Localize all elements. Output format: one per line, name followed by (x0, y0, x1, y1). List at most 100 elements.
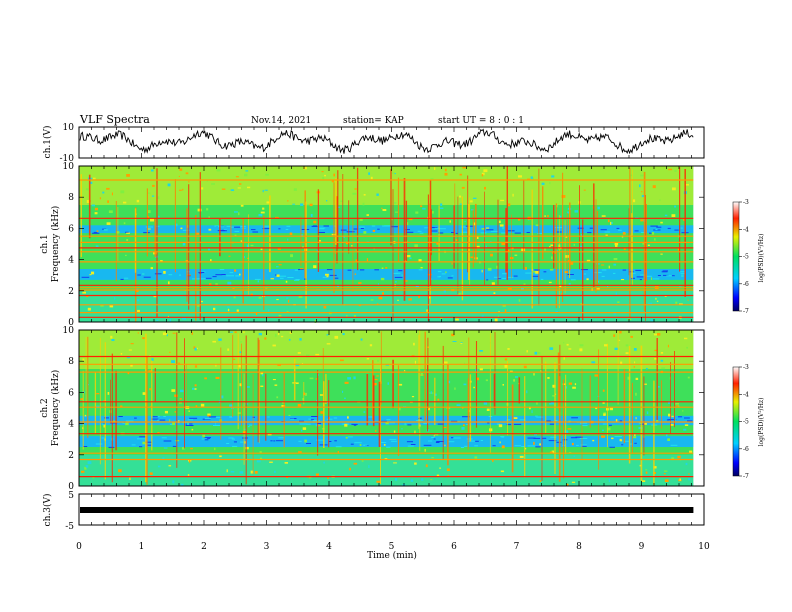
spectrogram-texture (346, 231, 355, 233)
spectrogram-texture (239, 351, 242, 354)
spectrogram-texture (671, 457, 675, 461)
spectrogram-texture (521, 248, 526, 252)
spectrogram-texture (279, 277, 284, 279)
spectrogram-texture (157, 465, 161, 468)
spectrogram-texture (195, 405, 198, 408)
spectrogram-texture (360, 228, 364, 229)
spectrogram-texture (130, 364, 133, 367)
spectrogram-texture (670, 423, 674, 426)
spectrogram-texture (369, 344, 373, 347)
spectrogram-texture (654, 349, 658, 352)
spectrogram-texture (226, 469, 228, 473)
spectrogram-texture (676, 405, 679, 407)
spectrogram-texture (679, 303, 683, 305)
spectrogram-texture (610, 221, 612, 225)
spectrogram-texture (221, 395, 224, 399)
spectrogram-texture (621, 279, 625, 281)
spectrogram-texture (315, 473, 319, 476)
spectrogram-texture (347, 416, 349, 419)
spectrogram-texture (501, 242, 506, 246)
spectrogram-texture (391, 226, 399, 228)
spectrogram-texture (182, 447, 185, 450)
spectrogram-texture (526, 232, 530, 233)
spectrogram-texture (229, 404, 233, 408)
spectrogram-texture (215, 274, 223, 276)
spectrogram-texture (337, 451, 339, 454)
spectrogram-texture (527, 178, 531, 180)
y-tick-label: 6 (68, 388, 74, 398)
spectrogram-texture (91, 204, 95, 207)
spectrogram-texture (683, 219, 686, 221)
spectrogram-texture (451, 420, 458, 422)
spectrogram-texture (326, 269, 333, 271)
spectrogram-texture (358, 305, 361, 307)
spectrogram-texture (406, 231, 414, 233)
spectrogram-texture (182, 242, 186, 246)
spectrogram-texture (212, 276, 217, 278)
spectrogram-texture (500, 470, 504, 473)
spectrogram-texture (671, 275, 675, 277)
spectrogram-texture (640, 423, 645, 425)
spectrogram-texture (524, 266, 527, 270)
spectrogram-texture (382, 225, 390, 227)
spectrogram-texture (479, 350, 483, 352)
spectrogram-texture (395, 211, 399, 213)
spectrogram-texture (662, 270, 668, 272)
spectrogram-texture (674, 418, 676, 421)
spectrogram-texture (633, 348, 637, 351)
spectrogram-texture (353, 462, 358, 465)
spectrogram-texture (208, 216, 210, 218)
spectrogram-texture (294, 279, 300, 281)
spectrogram-texture (126, 232, 130, 234)
spectrogram-texture (157, 196, 160, 199)
spectrogram-texture (308, 418, 311, 420)
spectrogram-texture (476, 236, 479, 239)
spectrogram-texture (619, 331, 622, 334)
spectrogram-texture (386, 446, 391, 448)
spectrogram-texture (368, 465, 370, 468)
spectrogram-texture (519, 419, 526, 421)
spectrogram-texture (162, 457, 165, 460)
spectrogram-texture (423, 422, 429, 424)
spectrogram-texture (363, 194, 366, 196)
spectrogram-texture (601, 435, 605, 438)
spectrogram-texture (319, 394, 324, 396)
ch2-spectrogram-image (79, 330, 704, 487)
spectrogram-texture (577, 227, 584, 229)
spectrogram-texture (231, 438, 235, 440)
spectrogram-texture (554, 420, 558, 421)
spectrogram-texture (668, 401, 671, 404)
spectrogram-texture (596, 287, 600, 290)
spectrogram-texture (407, 445, 414, 447)
spectrogram-texture (120, 405, 123, 408)
spectrogram-texture (239, 383, 242, 387)
spectrogram-texture (233, 296, 236, 299)
spectrogram-texture (497, 315, 500, 317)
ch2-ylabel-frequency: Frequency (kHz) (50, 370, 61, 447)
spectrogram-texture (667, 227, 671, 229)
spectrogram-texture (420, 267, 423, 269)
spectrogram-texture (334, 277, 339, 279)
spectrogram-texture (312, 419, 317, 421)
spectrogram-texture (443, 289, 446, 293)
spectrogram-texture (301, 363, 304, 365)
figure-title: VLF Spectra (79, 113, 150, 126)
spectrogram-texture (304, 439, 307, 443)
spectrogram-texture (108, 210, 113, 213)
spectrogram-texture (650, 277, 653, 280)
spectrogram-texture (96, 230, 99, 232)
spectrogram-texture (129, 477, 131, 480)
spectrogram-texture (299, 338, 302, 341)
spectrogram-texture (426, 309, 428, 313)
spectrogram-texture (80, 398, 83, 401)
spectrogram-texture (123, 201, 127, 204)
spectrogram-texture (393, 430, 396, 433)
spectrogram-texture (363, 231, 367, 234)
spectrogram-texture (501, 277, 506, 279)
spectrogram-texture (135, 290, 139, 293)
spectrogram-texture (534, 269, 540, 271)
spectrogram-texture (167, 183, 171, 187)
spectrogram-texture (353, 228, 359, 230)
spectrogram-texture (413, 342, 415, 346)
